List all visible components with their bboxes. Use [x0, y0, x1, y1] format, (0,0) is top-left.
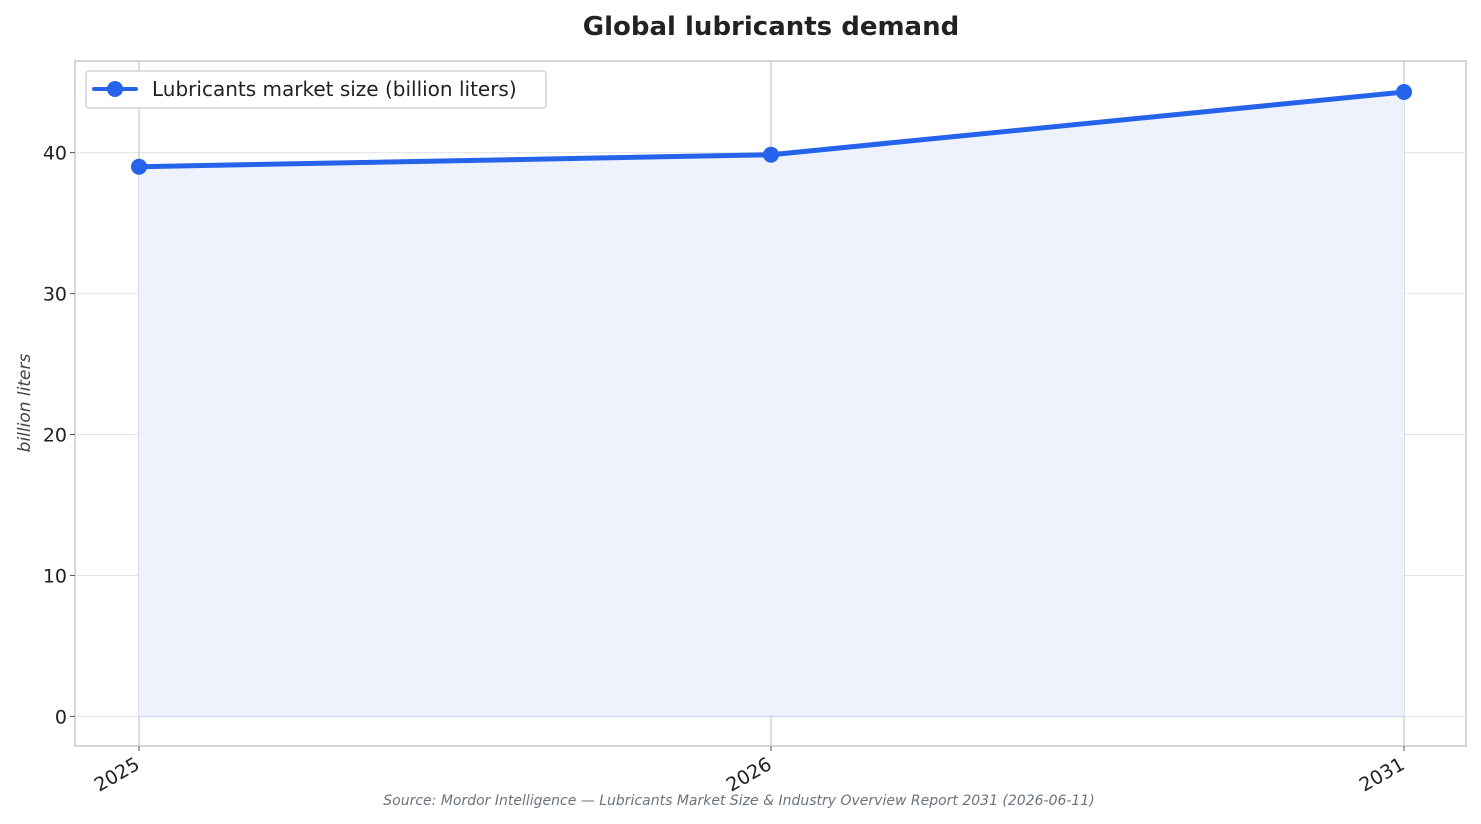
- y-tick-label: 10: [43, 565, 67, 587]
- area-fill: [139, 92, 1404, 717]
- x-axis-ticks: 2025 2026 2031: [91, 746, 1409, 797]
- data-point: [763, 146, 779, 163]
- y-tick-label: 30: [43, 284, 67, 306]
- legend-label: Lubricants market size (billion liters): [152, 77, 517, 101]
- y-axis-label: billion liters: [15, 354, 35, 453]
- x-tick-label: 2031: [1356, 753, 1409, 796]
- source-note: Source: Mordor Intelligence — Lubricants…: [383, 793, 1094, 809]
- y-tick-label: 0: [55, 706, 67, 728]
- y-tick-label: 40: [43, 143, 67, 165]
- y-axis-ticks: 0 10 20 30 40: [43, 143, 75, 728]
- plot-area: [74, 60, 1467, 747]
- legend: Lubricants market size (billion liters): [85, 70, 547, 109]
- legend-marker-swatch: [107, 81, 123, 97]
- y-tick-label: 20: [43, 425, 67, 447]
- chart-title: Global lubricants demand: [583, 12, 959, 42]
- data-markers: [131, 84, 1412, 175]
- data-point: [131, 158, 147, 175]
- data-point: [1396, 84, 1412, 101]
- x-tick-label: 2025: [91, 753, 144, 796]
- legend-box: [85, 70, 547, 109]
- x-tick-label: 2026: [723, 753, 776, 796]
